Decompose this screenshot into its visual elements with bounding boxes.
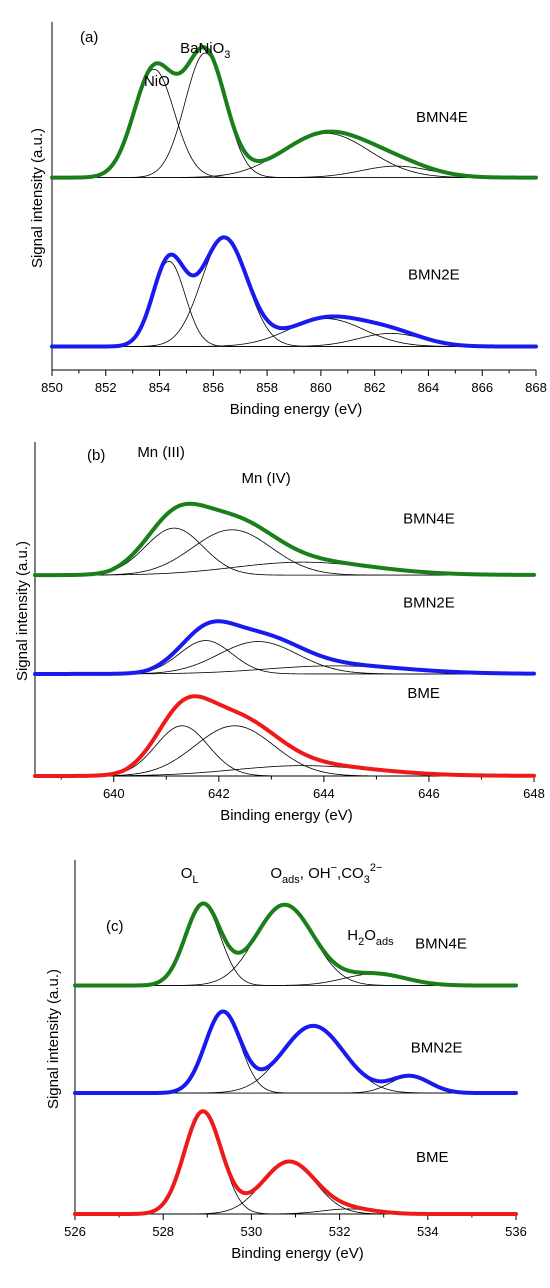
- series-label: BMN4E: [415, 936, 467, 953]
- y-axis-label: Signal intensity (a.u.): [45, 969, 62, 1109]
- x-tick-label: 536: [505, 1224, 527, 1239]
- x-tick-label: 866: [471, 380, 493, 395]
- series-bmn2e: BMN2E: [73, 1009, 518, 1096]
- x-tick-label: 640: [103, 786, 125, 801]
- envelope-line: [33, 501, 536, 578]
- envelope-line: [33, 619, 536, 676]
- x-tick-label: 648: [523, 786, 545, 801]
- x-tick-label: 530: [241, 1224, 263, 1239]
- x-tick-label: 526: [64, 1224, 86, 1239]
- panel-label: (a): [80, 29, 98, 46]
- envelope-line: [50, 45, 538, 180]
- peak-annotation: H2Oads: [347, 927, 394, 948]
- envelope-line: [73, 901, 518, 988]
- envelope-line: [73, 1009, 518, 1096]
- series-label: BMN4E: [403, 510, 455, 527]
- series-bmn4e: BMN4E: [73, 901, 518, 988]
- series-bmn4e: BMN4E: [50, 45, 538, 180]
- x-tick-label: 528: [152, 1224, 174, 1239]
- series-label: BME: [416, 1149, 449, 1166]
- x-tick-label: 862: [364, 380, 386, 395]
- fit-component: [75, 1161, 516, 1215]
- panel-a: 850 852 854 856 858 860 862 864 866 868 Binding en…: [29, 22, 547, 418]
- fit-component: [35, 527, 534, 576]
- x-tick-label: 854: [149, 380, 171, 395]
- series-bmn2e: BMN2E: [50, 235, 538, 349]
- peak-annotation: Oads, OH−,CO32−: [270, 862, 382, 886]
- fit-component: [35, 640, 534, 675]
- series-bmn2e: BMN2E: [33, 595, 536, 676]
- fit-component: [35, 725, 534, 777]
- x-tick-label: 864: [418, 380, 440, 395]
- x-tick-label: 860: [310, 380, 332, 395]
- panel-b: 640 642 644 646 648 Binding energy (eV) Signal…: [14, 442, 545, 824]
- fit-component: [52, 237, 536, 347]
- x-tick-label: 868: [525, 380, 547, 395]
- x-tick-label: 644: [313, 786, 335, 801]
- x-axis-label: Binding energy (eV): [230, 401, 363, 418]
- peak-annotation: OL: [181, 865, 199, 886]
- x-tick-label: 532: [329, 1224, 351, 1239]
- x-tick-label: 642: [208, 786, 230, 801]
- x-tick-label: 850: [41, 380, 63, 395]
- x-tick-label: 534: [417, 1224, 439, 1239]
- x-axis-label: Binding energy (eV): [231, 1245, 364, 1262]
- panel-label: (b): [87, 447, 105, 464]
- peak-annotation: Mn (III): [137, 444, 185, 461]
- fit-component: [35, 725, 534, 777]
- peak-annotation: NiO: [144, 73, 170, 90]
- fit-component: [35, 641, 534, 675]
- series-bme: BME: [73, 1109, 518, 1216]
- x-tick-label: 858: [256, 380, 278, 395]
- x-tick-label: 852: [95, 380, 117, 395]
- series-label: BMN2E: [403, 595, 455, 612]
- y-axis-label: Signal intensity (a.u.): [14, 541, 31, 681]
- envelope-line: [33, 694, 536, 778]
- series-label: BMN2E: [411, 1040, 463, 1057]
- peak-annotation: Mn (IV): [242, 470, 291, 487]
- series-label: BME: [407, 685, 440, 702]
- peak-annotation: BaNiO3: [180, 40, 230, 61]
- envelope-line: [50, 235, 538, 349]
- fit-component: [52, 318, 536, 347]
- envelope-line: [73, 1109, 518, 1216]
- panel-c: 526 528 530 532 534 536 Binding energy (eV) Sig…: [45, 860, 527, 1262]
- y-axis-label: Signal intensity (a.u.): [29, 128, 46, 268]
- panel-label: (c): [106, 918, 124, 935]
- x-axis-label: Binding energy (eV): [220, 807, 353, 824]
- series-bmn4e: BMN4E: [33, 501, 536, 578]
- fit-component: [52, 260, 536, 347]
- series-label: BMN2E: [408, 266, 460, 283]
- fit-component: [35, 529, 534, 576]
- series-label: BMN4E: [416, 109, 468, 126]
- x-tick-label: 646: [418, 786, 440, 801]
- x-tick-label: 856: [202, 380, 224, 395]
- series-bme: BME: [33, 685, 536, 778]
